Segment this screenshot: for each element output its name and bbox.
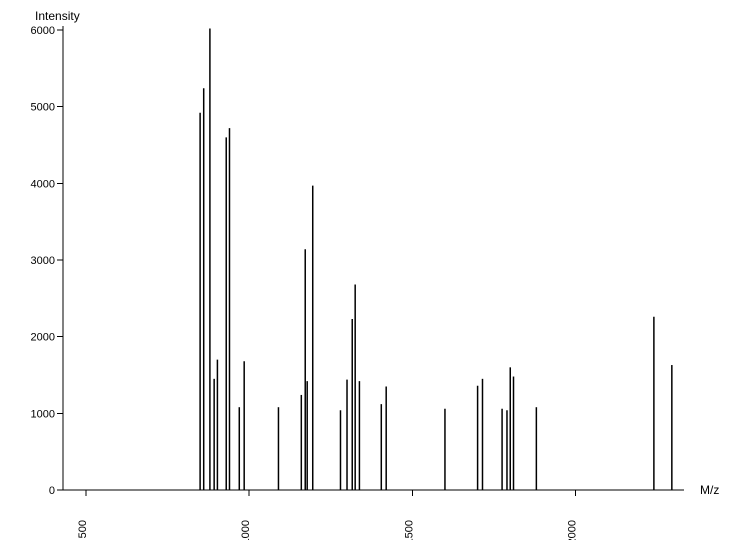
x-tick-label: 1000 [240,520,252,540]
y-tick-label: 2000 [31,332,55,344]
x-axis-title: M/z [700,483,719,497]
y-tick-label: 0 [49,485,55,497]
x-tick-label: 2000 [567,520,579,540]
x-tick-label: 500 [77,520,89,538]
x-tick-label: 1500 [403,520,415,540]
y-tick-label: 5000 [31,102,55,114]
y-tick-label: 1000 [31,408,55,420]
mass-spectrum-chart: { "chart": { "type": "mass-spectrum-stic… [0,0,750,540]
y-tick-label: 3000 [31,255,55,267]
y-axis-title: Intensity [35,9,80,23]
spectrum-svg: 0 1000 2000 3000 4000 5000 6000 500 1000 1500 2000… [0,0,750,540]
y-tick-label: 4000 [31,178,55,190]
y-tick-label: 6000 [31,25,55,37]
